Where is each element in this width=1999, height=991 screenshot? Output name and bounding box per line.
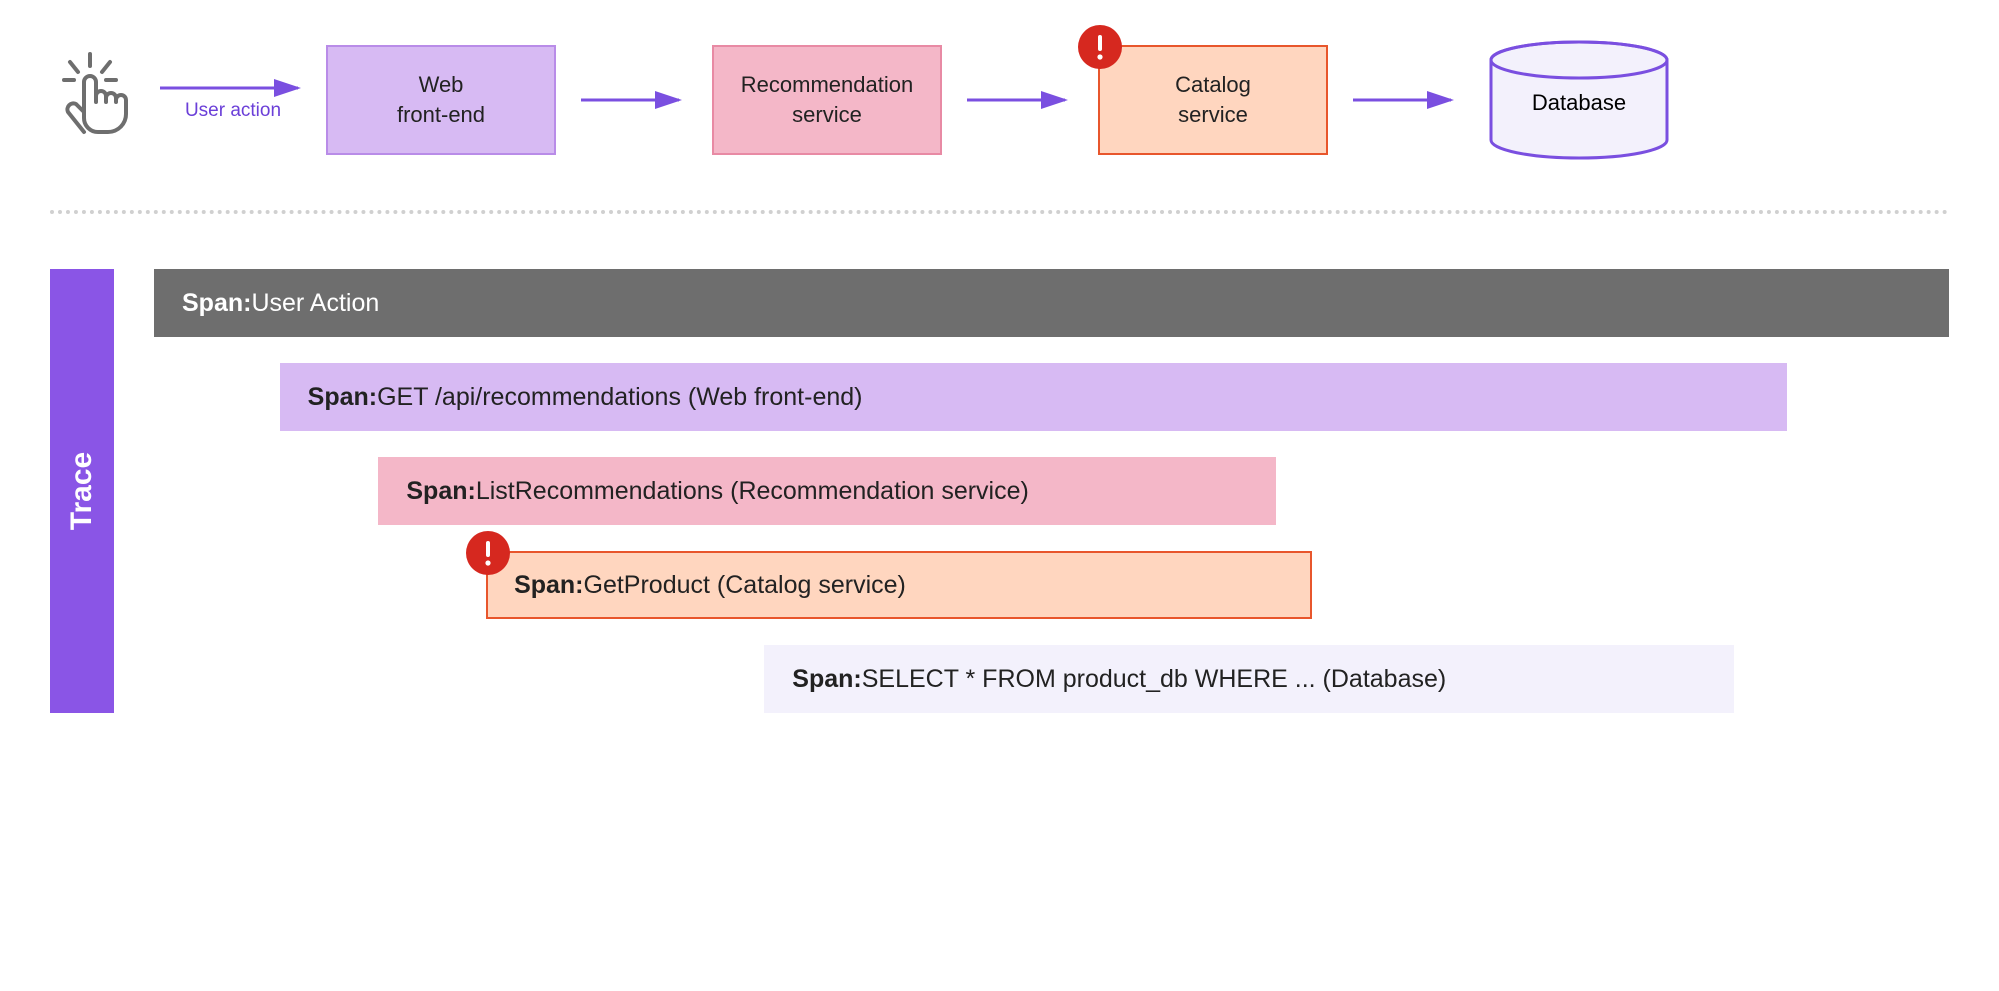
span-text: SELECT * FROM product_db WHERE ... (Data…: [862, 665, 1446, 694]
error-badge-icon: [1078, 25, 1122, 69]
arrow-caption: User action: [185, 100, 281, 122]
section-divider: [50, 210, 1949, 214]
arrow-icon: [965, 90, 1075, 110]
arrow: [574, 90, 694, 110]
flow-node-web: Web front-end: [326, 45, 556, 155]
span-text: User Action: [251, 289, 379, 318]
span-bar-rec: Span: ListRecommendations (Recommendatio…: [378, 457, 1276, 525]
span-row: Span: User Action: [154, 269, 1949, 337]
arrow-user-action: User action: [158, 78, 308, 122]
flow-node-label: Recommendation service: [741, 70, 913, 129]
arrow-icon: [579, 90, 689, 110]
span-label-prefix: Span:: [406, 477, 475, 506]
arrow: [1346, 90, 1466, 110]
span-label-prefix: Span:: [792, 665, 861, 694]
span-bar-cat: Span: GetProduct (Catalog service): [486, 551, 1312, 619]
database-label: Database: [1532, 90, 1626, 116]
arrow: [960, 90, 1080, 110]
span-text: GET /api/recommendations (Web front-end): [377, 383, 862, 412]
arrow-icon: [1351, 90, 1461, 110]
user-click-icon: [50, 50, 140, 150]
arrow-icon: [158, 78, 308, 98]
error-badge-icon: [466, 531, 510, 575]
trace-waterfall: Trace Span: User ActionSpan: GET /api/re…: [50, 269, 1949, 713]
span-text: GetProduct (Catalog service): [584, 571, 906, 600]
span-label-prefix: Span:: [308, 383, 377, 412]
trace-rail: Trace: [50, 269, 114, 713]
span-bar-ua: Span: User Action: [154, 269, 1949, 337]
flow-node-database: Database: [1484, 40, 1674, 160]
span-row: Span: ListRecommendations (Recommendatio…: [154, 457, 1949, 525]
span-label-prefix: Span:: [514, 571, 583, 600]
flow-node-recommendation: Recommendation service: [712, 45, 942, 155]
span-row: Span: GetProduct (Catalog service): [154, 551, 1949, 619]
span-bar-db: Span: SELECT * FROM product_db WHERE ...…: [764, 645, 1733, 713]
span-text: ListRecommendations (Recommendation serv…: [476, 477, 1029, 506]
service-flow: User action Web front-end Recommendation…: [50, 40, 1949, 160]
span-row: Span: GET /api/recommendations (Web fron…: [154, 363, 1949, 431]
span-label-prefix: Span:: [182, 289, 251, 318]
flow-node-label: Catalog service: [1175, 70, 1251, 129]
span-row: Span: SELECT * FROM product_db WHERE ...…: [154, 645, 1949, 713]
flow-node-label: Web front-end: [397, 70, 485, 129]
trace-rail-label: Trace: [65, 452, 99, 530]
span-bar-web: Span: GET /api/recommendations (Web fron…: [280, 363, 1788, 431]
spans-column: Span: User ActionSpan: GET /api/recommen…: [154, 269, 1949, 713]
flow-node-catalog: Catalog service: [1098, 45, 1328, 155]
